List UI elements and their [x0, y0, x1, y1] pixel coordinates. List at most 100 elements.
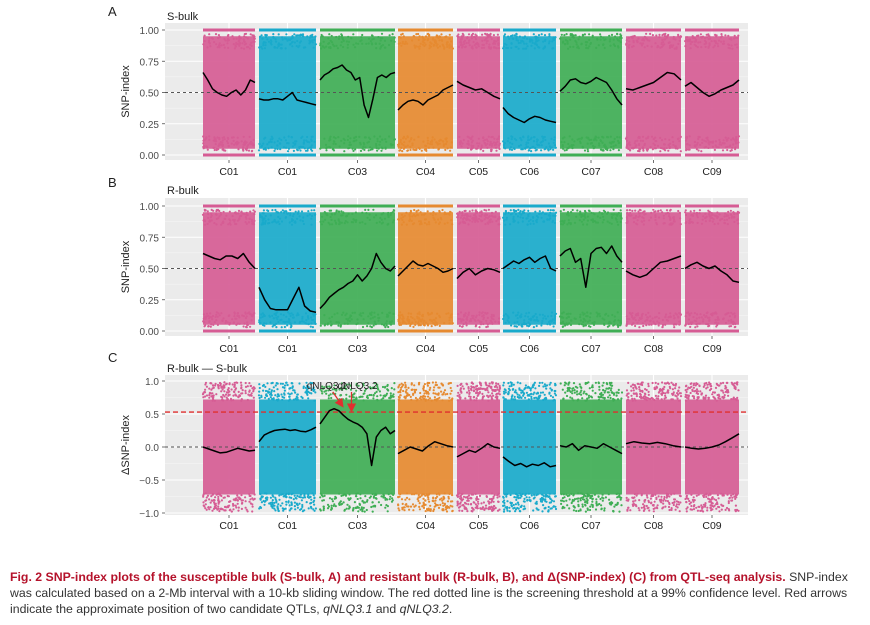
snp-point — [417, 214, 420, 217]
snp-point — [483, 39, 486, 42]
snp-point — [427, 496, 430, 499]
snp-point — [560, 316, 564, 319]
snp-point — [224, 393, 228, 396]
snp-point — [722, 142, 726, 145]
snp-point — [271, 209, 274, 212]
snp-point — [563, 221, 566, 224]
snp-point — [522, 136, 525, 139]
snp-point — [346, 503, 349, 506]
snp-point — [469, 215, 472, 218]
snp-point — [711, 216, 714, 220]
snp-point — [603, 143, 606, 146]
snp-point — [312, 508, 315, 511]
snp-point — [426, 38, 430, 41]
snp-point — [535, 214, 539, 218]
snp-point — [251, 505, 254, 508]
snp-point — [328, 42, 331, 45]
snp-point — [687, 148, 690, 151]
snp-point — [460, 41, 463, 45]
snp-point — [281, 398, 284, 401]
snp-point — [658, 36, 661, 39]
snp-point — [208, 508, 211, 511]
snp-point — [639, 42, 642, 45]
snp-point — [417, 135, 420, 138]
snp-point — [531, 39, 534, 42]
snp-point — [733, 326, 736, 329]
snp-point — [377, 147, 380, 150]
snp-point — [427, 221, 431, 224]
snp-point — [477, 393, 480, 396]
snp-point — [292, 141, 295, 144]
snp-point — [354, 495, 358, 498]
snp-point — [353, 501, 356, 504]
snp-point — [384, 147, 387, 150]
fixed-snp-band-bottom — [626, 329, 681, 333]
snp-point — [583, 312, 586, 315]
snp-point — [595, 311, 598, 314]
snp-point — [281, 386, 285, 389]
snp-point — [313, 209, 316, 212]
snp-point — [613, 137, 616, 140]
snp-point — [668, 315, 671, 319]
snp-point — [361, 42, 364, 45]
snp-point — [337, 136, 340, 139]
snp-point — [438, 139, 441, 142]
snp-point — [657, 324, 660, 327]
snp-point — [612, 324, 615, 327]
snp-point — [649, 320, 652, 323]
snp-point — [399, 388, 402, 391]
snp-point — [582, 320, 585, 323]
snp-point — [342, 211, 345, 214]
snp-point — [310, 223, 313, 226]
snp-point — [528, 38, 532, 41]
snp-point — [443, 46, 446, 49]
snp-point — [736, 46, 739, 49]
snp-point — [390, 320, 394, 323]
snp-point — [485, 319, 488, 322]
snp-point — [632, 45, 635, 48]
snp-point — [674, 147, 677, 150]
snp-point — [307, 507, 310, 510]
snp-point — [240, 399, 243, 402]
snp-point — [566, 41, 569, 44]
snp-point — [213, 146, 216, 149]
snp-point — [529, 218, 532, 221]
snp-point — [373, 315, 376, 318]
snp-point — [540, 324, 543, 327]
x-tick-label: C06 — [520, 166, 539, 178]
snp-point — [277, 33, 280, 36]
snp-point — [581, 33, 585, 37]
snp-point — [451, 322, 454, 325]
snp-point — [417, 496, 420, 499]
x-tick-label: C09 — [702, 343, 721, 355]
snp-point — [218, 42, 221, 45]
snp-point — [509, 213, 513, 216]
fixed-snp-band-bottom — [203, 329, 255, 333]
snp-point — [436, 323, 439, 326]
snp-point — [568, 322, 571, 325]
snp-point — [364, 222, 367, 225]
snp-point — [232, 399, 235, 402]
fixed-snp-band-top — [560, 28, 622, 32]
snp-point — [601, 141, 604, 144]
snp-point — [362, 382, 365, 385]
fixed-snp-band-top — [626, 28, 681, 32]
snp-point — [476, 389, 479, 392]
snp-point — [429, 41, 432, 44]
snp-point — [245, 211, 248, 214]
snp-point — [288, 509, 291, 512]
snp-point — [203, 145, 206, 148]
snp-point — [269, 321, 272, 324]
snp-point — [412, 392, 415, 395]
snp-point — [516, 393, 519, 396]
snp-point — [487, 208, 490, 211]
snp-point — [340, 502, 344, 505]
snp-point — [377, 316, 380, 320]
snp-point — [612, 38, 615, 41]
snp-point — [464, 46, 467, 49]
snp-point — [279, 382, 282, 385]
snp-point — [417, 209, 420, 212]
snp-point — [553, 221, 556, 224]
snp-point — [584, 41, 588, 44]
snp-point — [663, 38, 666, 41]
